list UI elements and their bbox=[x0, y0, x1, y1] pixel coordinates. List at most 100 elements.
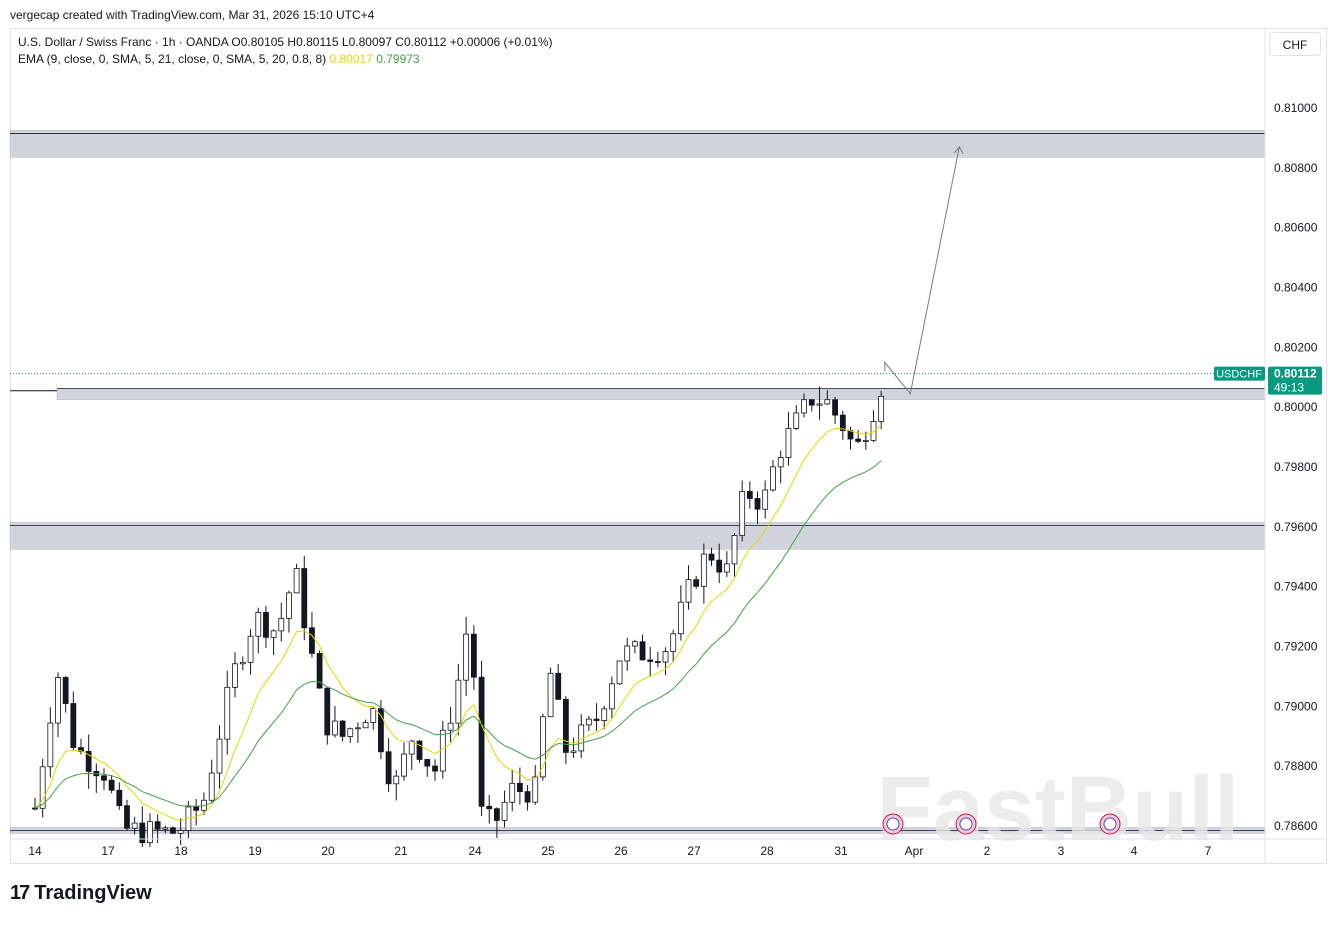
candle-body bbox=[116, 789, 123, 807]
candle-body bbox=[463, 633, 470, 681]
candle-body bbox=[55, 677, 61, 724]
time-tick-label: 26 bbox=[614, 844, 628, 858]
candle-body bbox=[486, 805, 493, 810]
time-tick-label: 19 bbox=[248, 844, 262, 858]
candle-body bbox=[693, 579, 700, 587]
candle-body bbox=[708, 553, 715, 561]
candle-body bbox=[593, 718, 600, 721]
candle-body bbox=[770, 466, 776, 491]
candle-body bbox=[255, 612, 262, 637]
candle-body bbox=[301, 568, 308, 629]
candle-body bbox=[570, 750, 577, 753]
candle-body bbox=[716, 559, 723, 573]
candle-body bbox=[78, 747, 84, 752]
time-tick-label: 24 bbox=[468, 844, 482, 858]
candle-body bbox=[162, 827, 169, 830]
candle-body bbox=[855, 438, 862, 442]
candle-body bbox=[685, 579, 692, 603]
ema-label: EMA (9, close, 0, SMA, 5, 21, close, 0, … bbox=[18, 52, 327, 66]
candle-body bbox=[870, 421, 877, 441]
time-tick-label: 31 bbox=[834, 844, 848, 858]
candle-body bbox=[70, 703, 77, 748]
candle-body bbox=[393, 775, 400, 785]
time-tick-label: 7 bbox=[1205, 844, 1212, 858]
candle-body bbox=[878, 395, 885, 422]
tradingview-logo-icon: 17 bbox=[10, 882, 30, 904]
candle-body bbox=[362, 722, 369, 729]
time-tick-label: 14 bbox=[28, 844, 42, 858]
candle-body bbox=[239, 661, 246, 665]
candle-body bbox=[286, 592, 292, 619]
zone-resistance bbox=[9, 130, 1266, 158]
candle-body bbox=[624, 645, 631, 662]
price-tick-label: 0.80200 bbox=[1274, 340, 1318, 354]
candle-body bbox=[700, 553, 707, 587]
candle-body bbox=[555, 672, 562, 700]
candle-body bbox=[639, 641, 646, 661]
projection-layer bbox=[884, 146, 964, 395]
candle-body bbox=[439, 729, 446, 772]
zones-layer bbox=[9, 130, 1266, 834]
candle-body bbox=[224, 686, 231, 740]
ema-slow-value: 0.79973 bbox=[376, 52, 420, 66]
price-tag-countdown: 49:13 bbox=[1274, 381, 1304, 395]
candle-body bbox=[39, 766, 46, 809]
time-tick-label: 27 bbox=[687, 844, 701, 858]
symbol-tag-text: USDCHF bbox=[1216, 369, 1262, 381]
watermark-text: FastBull bbox=[877, 758, 1240, 860]
candles-layer bbox=[32, 386, 885, 847]
candle-body bbox=[585, 718, 592, 726]
currency-button[interactable]: CHF bbox=[1269, 32, 1321, 56]
ema-slow-line bbox=[34, 460, 882, 809]
time-tick-label: 28 bbox=[760, 844, 774, 858]
ema-legend: EMA (9, close, 0, SMA, 5, 21, close, 0, … bbox=[18, 52, 420, 66]
candle-body bbox=[278, 617, 285, 632]
candle-body bbox=[816, 403, 823, 406]
candle-body bbox=[785, 428, 792, 458]
event-flag-icon-inner bbox=[959, 817, 973, 831]
candle-body bbox=[193, 806, 200, 811]
price-tick-label: 0.80000 bbox=[1274, 400, 1318, 414]
symbol-legend: U.S. Dollar / Swiss Franc · 1h · OANDA O… bbox=[18, 35, 553, 49]
candle-body bbox=[578, 724, 585, 752]
time-tick-label: 3 bbox=[1058, 844, 1065, 858]
price-tick-label: 0.79000 bbox=[1274, 699, 1318, 713]
candle-body bbox=[608, 683, 615, 710]
watermark-layer: FastBull bbox=[877, 758, 1240, 860]
candle-body bbox=[746, 491, 753, 499]
time-tick-label: 20 bbox=[321, 844, 335, 858]
tradingview-logo[interactable]: 17 TradingView bbox=[10, 882, 152, 905]
candle-body bbox=[547, 672, 554, 718]
time-tick-label: 4 bbox=[1131, 844, 1138, 858]
candle-body bbox=[263, 612, 269, 638]
candle-body bbox=[177, 830, 184, 834]
candle-body bbox=[270, 630, 277, 638]
candle-body bbox=[316, 653, 323, 689]
candle-body bbox=[493, 808, 500, 821]
ema-fast-line bbox=[34, 424, 882, 822]
candle-body bbox=[408, 740, 415, 755]
candle-body bbox=[455, 679, 462, 724]
candle-body bbox=[293, 568, 300, 594]
candle-body bbox=[739, 491, 746, 536]
candle-body bbox=[85, 750, 92, 772]
candle-body bbox=[654, 661, 661, 663]
candle-body bbox=[777, 457, 784, 468]
candle-body bbox=[139, 822, 146, 844]
candle-body bbox=[532, 776, 539, 803]
candle-body bbox=[416, 740, 423, 760]
candle-body bbox=[470, 633, 477, 678]
price-axis: 0.81000 0.80800 0.80600 0.80400 0.80200 0.800… bbox=[1264, 28, 1318, 864]
candle-body bbox=[601, 708, 608, 721]
candle-body bbox=[154, 821, 161, 830]
event-flag-icon-inner bbox=[1103, 817, 1117, 831]
projection-path bbox=[884, 146, 960, 395]
candle-body bbox=[509, 782, 516, 803]
candle-body bbox=[424, 759, 431, 767]
time-axis: 14 17 18 19 20 21 24 25 26 27 28 31 Apr 2 3 4 7 bbox=[10, 838, 1327, 858]
candle-body bbox=[232, 663, 238, 688]
candle-body bbox=[478, 676, 485, 807]
price-tick-label: 0.79800 bbox=[1274, 460, 1318, 474]
projection-arrowhead bbox=[953, 146, 964, 155]
